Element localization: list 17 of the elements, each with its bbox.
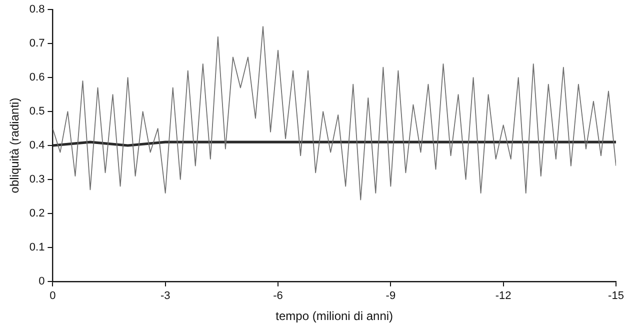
y-tick-label: 0.2 — [29, 207, 45, 220]
y-tick-label: 0 — [38, 275, 45, 288]
y-tick-label: 0.3 — [29, 174, 45, 186]
y-tick-label: 0.8 — [29, 4, 45, 16]
x-tick-label: -9 — [386, 290, 396, 302]
y-tick-label: 0.7 — [29, 38, 45, 50]
y-tick-label: 0.5 — [29, 106, 45, 118]
y-tick-label: 0.6 — [29, 72, 45, 84]
x-tick-label: -12 — [495, 290, 512, 302]
y-axis-title: obliquità (radianti) — [8, 98, 22, 194]
x-tick-label: 0 — [50, 290, 56, 302]
x-tick-label: -6 — [273, 290, 283, 302]
y-tick-label: 0.4 — [29, 140, 45, 152]
x-axis-title: tempo (milioni di anni) — [276, 309, 394, 324]
x-tick-label: -15 — [608, 290, 624, 302]
x-tick-label: -3 — [160, 290, 170, 302]
y-tick-label: 0.1 — [29, 241, 45, 254]
